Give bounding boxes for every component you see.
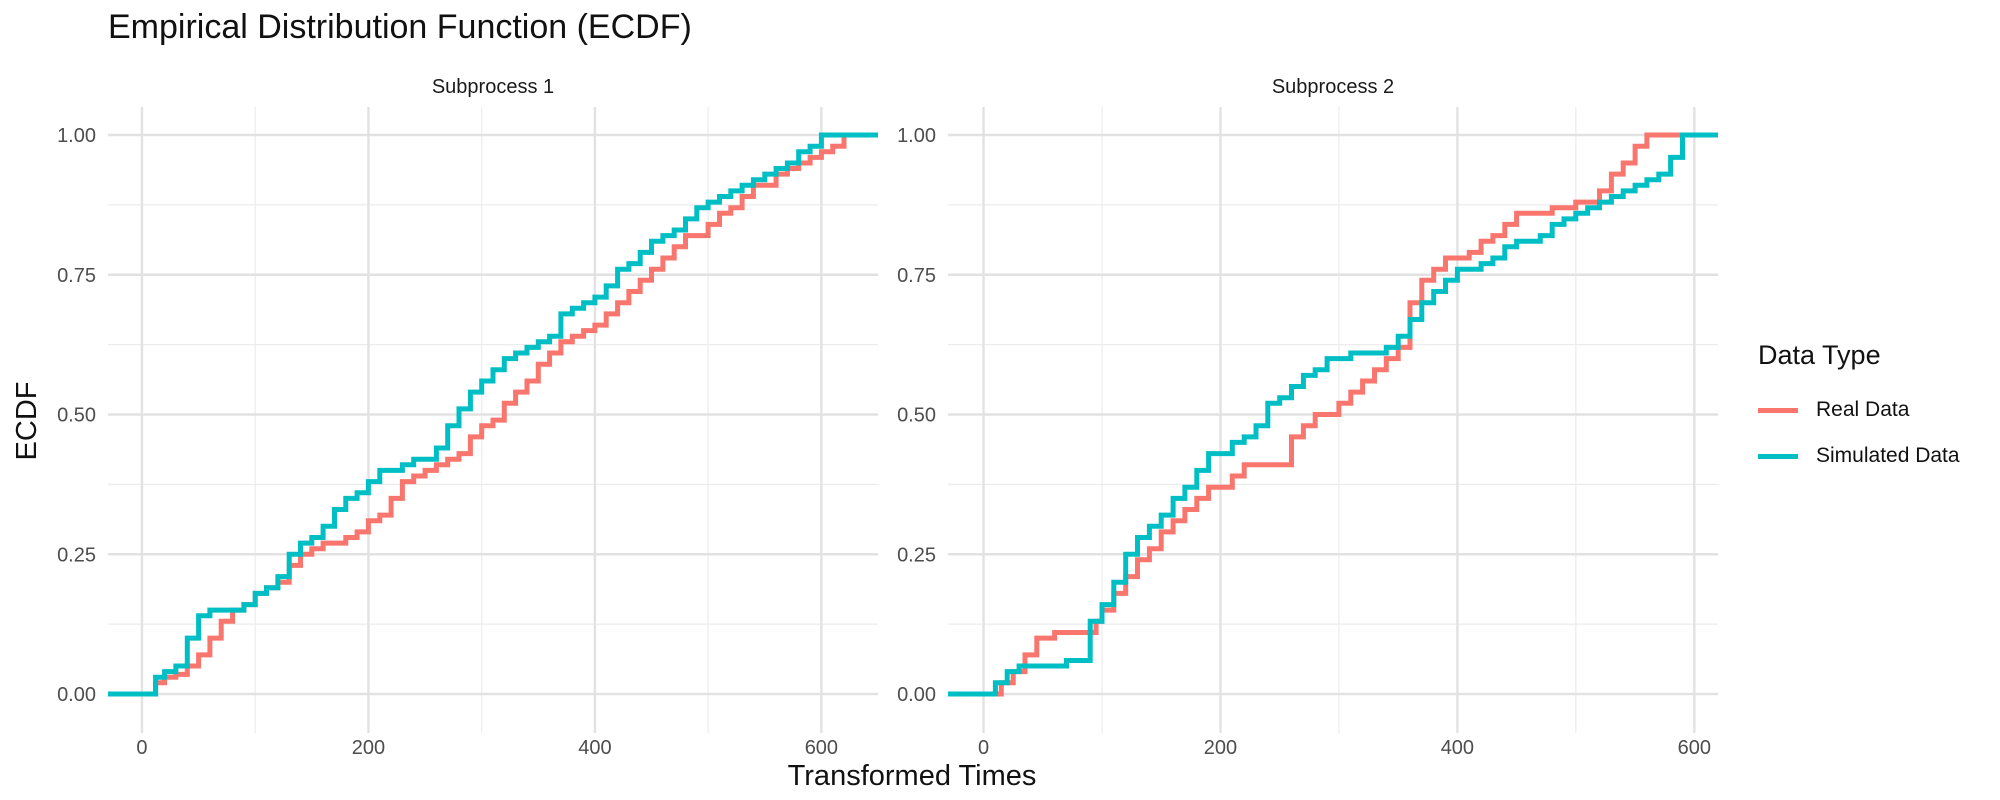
y-axis-label: ECDF — [11, 382, 43, 461]
legend-label: Real Data — [1816, 398, 1910, 421]
legend-swatch-simulated-data — [1758, 453, 1798, 459]
y-tick-label: 0.50 — [897, 405, 936, 427]
legend-swatch-real-data — [1758, 407, 1798, 413]
x-tick-label: 200 — [352, 737, 385, 759]
y-tick-label: 0.75 — [897, 265, 936, 287]
y-tick-label: 0.25 — [57, 544, 96, 566]
legend-title: Data Type — [1758, 340, 1881, 370]
x-tick-label: 400 — [1441, 737, 1474, 759]
x-tick-label: 400 — [578, 737, 611, 759]
y-tick-label: 0.75 — [57, 265, 96, 287]
ecdf-line-simulated-data — [948, 132, 1718, 697]
chart-title: Empirical Distribution Function (ECDF) — [108, 8, 692, 46]
x-axis-label: Transformed Times — [788, 760, 1037, 792]
legend-item-real-data: Real Data — [1758, 387, 1960, 433]
x-tick-label: 0 — [978, 737, 989, 759]
legend-label: Simulated Data — [1816, 444, 1960, 467]
y-tick-label: 0.00 — [897, 684, 936, 706]
y-tick-label: 1.00 — [897, 125, 936, 147]
ecdf-line-simulated-data — [108, 132, 878, 697]
legend: Data Type Real Data Simulated Data — [1758, 340, 1960, 479]
x-tick-label: 600 — [805, 737, 838, 759]
x-tick-label: 0 — [136, 737, 147, 759]
y-tick-label: 0.25 — [897, 544, 936, 566]
panel-subprocess-2: 0 200 400 600 0.00 0.25 0.50 0.75 1.00 Subprocess… — [897, 76, 1718, 759]
y-tick-label: 1.00 — [57, 125, 96, 147]
y-tick-label: 0.00 — [57, 684, 96, 706]
x-tick-label: 200 — [1204, 737, 1237, 759]
facet-label: Subprocess 2 — [1272, 76, 1394, 98]
legend-item-simulated-data: Simulated Data — [1758, 433, 1960, 479]
y-tick-label: 0.50 — [57, 405, 96, 427]
x-tick-label: 600 — [1678, 737, 1711, 759]
facet-label: Subprocess 1 — [432, 76, 554, 98]
panel-subprocess-1: 0 200 400 600 0.00 0.25 0.50 0.75 1.00 Subprocess… — [57, 76, 878, 759]
